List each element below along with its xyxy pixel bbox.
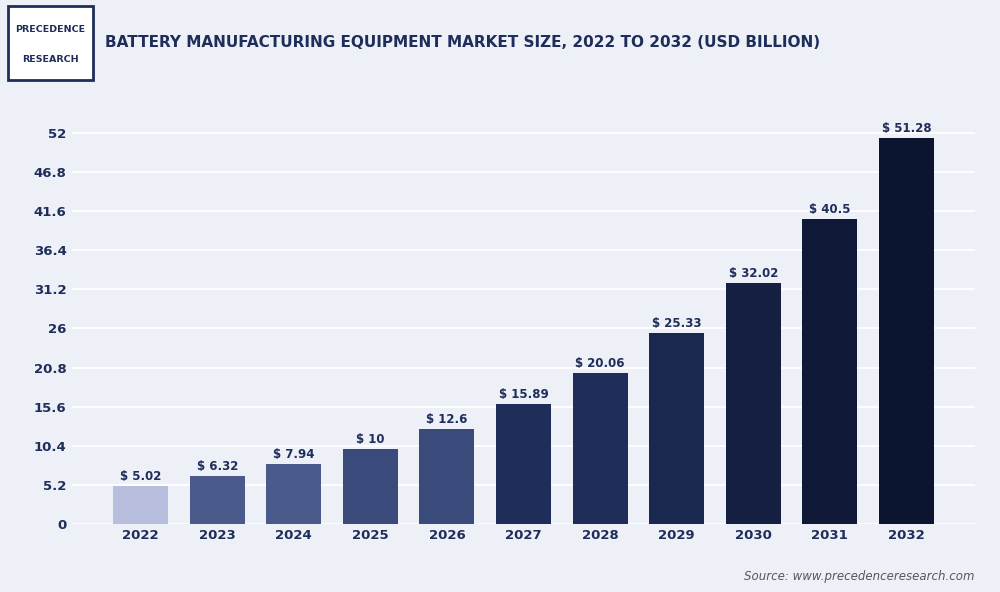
Text: $ 32.02: $ 32.02	[729, 267, 778, 280]
Text: BATTERY MANUFACTURING EQUIPMENT MARKET SIZE, 2022 TO 2032 (USD BILLION): BATTERY MANUFACTURING EQUIPMENT MARKET S…	[105, 36, 820, 50]
Text: $ 20.06: $ 20.06	[575, 357, 625, 370]
Text: $ 6.32: $ 6.32	[197, 461, 238, 474]
Text: $ 7.94: $ 7.94	[273, 448, 315, 461]
Text: RESEARCH: RESEARCH	[22, 54, 79, 64]
Bar	[190, 477, 245, 524]
Bar	[343, 449, 398, 524]
Bar	[726, 283, 781, 524]
Text: PRECEDENCE: PRECEDENCE	[15, 25, 86, 34]
Text: $ 10: $ 10	[356, 433, 385, 446]
FancyBboxPatch shape	[8, 6, 93, 80]
Text: $ 25.33: $ 25.33	[652, 317, 701, 330]
Bar	[802, 220, 857, 524]
Text: $ 51.28: $ 51.28	[882, 123, 931, 136]
Bar	[113, 486, 168, 524]
Text: Source: www.precedenceresearch.com: Source: www.precedenceresearch.com	[744, 570, 975, 583]
Bar	[496, 404, 551, 524]
Bar	[649, 333, 704, 524]
Text: $ 40.5: $ 40.5	[809, 204, 851, 216]
Text: $ 5.02: $ 5.02	[120, 470, 161, 483]
Bar	[879, 139, 934, 524]
Bar	[419, 429, 474, 524]
Text: $ 15.89: $ 15.89	[499, 388, 548, 401]
Text: $ 12.6: $ 12.6	[426, 413, 468, 426]
Bar	[266, 464, 321, 524]
Bar	[573, 373, 628, 524]
